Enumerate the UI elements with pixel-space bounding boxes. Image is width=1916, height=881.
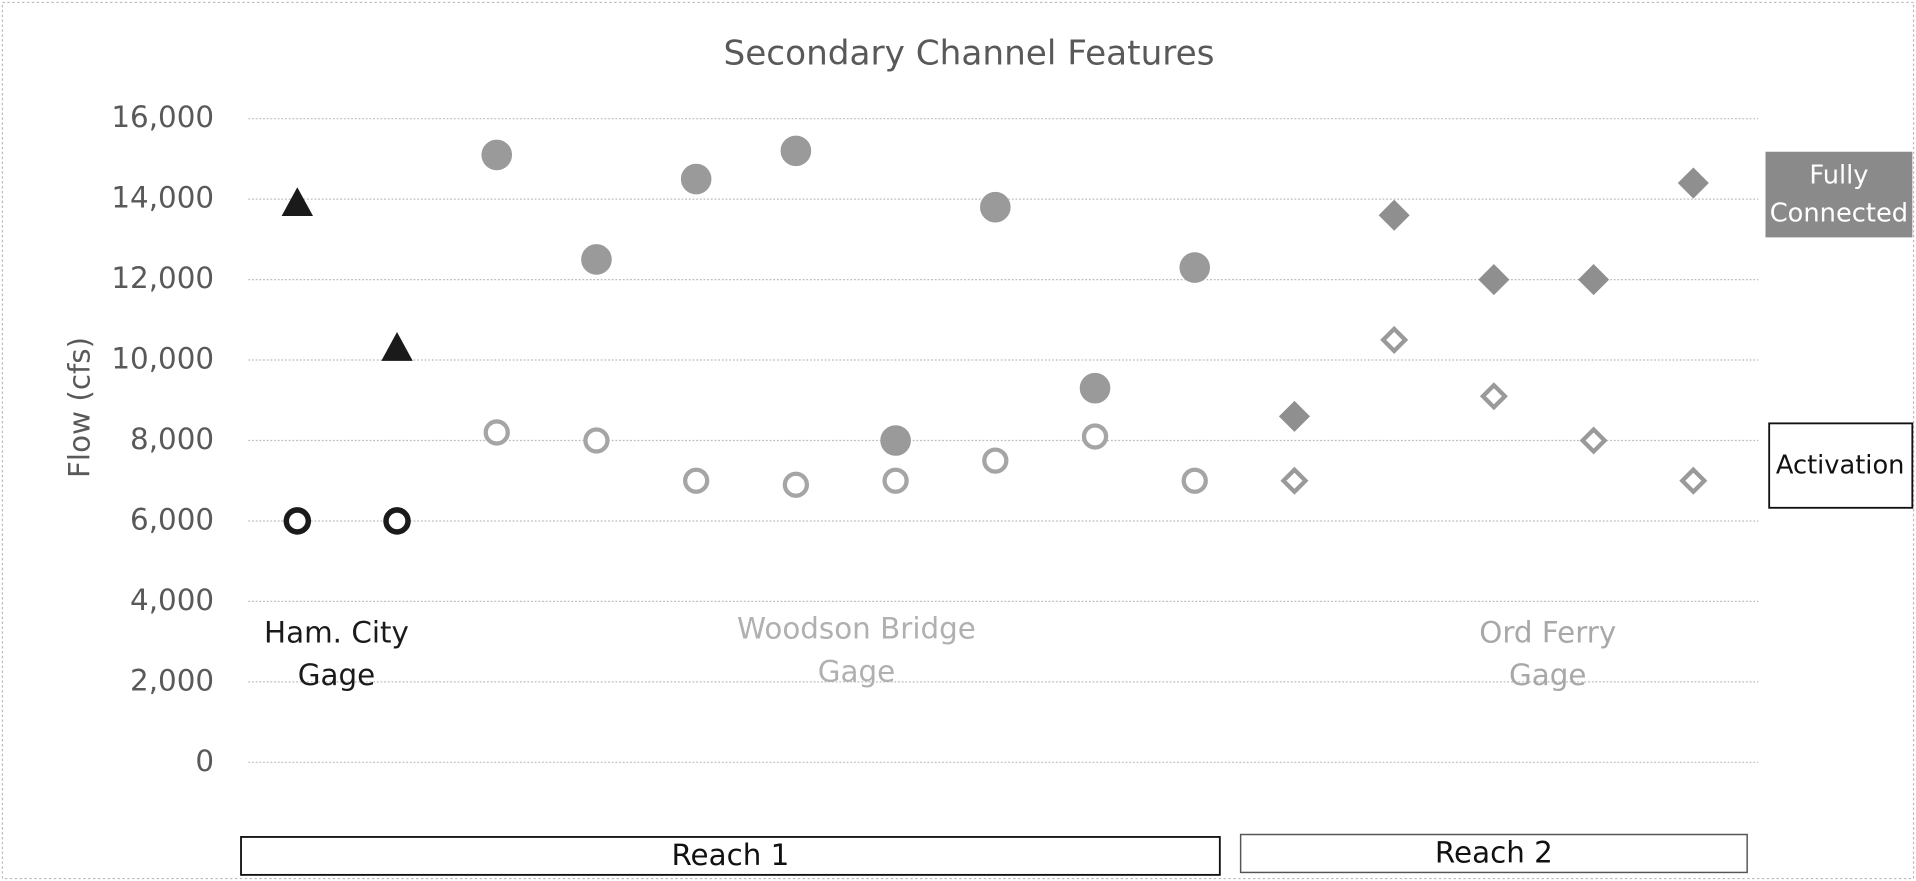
diamond-marker [1679, 466, 1708, 495]
y-tick-label: 6,000 [130, 502, 214, 536]
y-tick-label: 2,000 [130, 663, 214, 697]
diamond-marker [1579, 426, 1608, 455]
circle-marker [1079, 372, 1111, 404]
y-tick-label: 16,000 [111, 100, 214, 134]
reach-label: Reach 1 [671, 838, 789, 872]
circle-marker [882, 467, 909, 494]
fully-connected-box [1765, 151, 1913, 238]
activation-label: Activation [1776, 451, 1905, 481]
triangle-marker [281, 187, 314, 217]
diamond-marker [1578, 264, 1610, 296]
diamond-marker [1677, 167, 1709, 199]
activation-box [1768, 422, 1914, 509]
y-tick-label: 10,000 [111, 342, 214, 376]
circle-marker [1081, 423, 1109, 450]
diamond-marker [1378, 199, 1410, 231]
fully-connected-label: Fully [1809, 161, 1868, 191]
chart-title: Secondary Channel Features [723, 34, 1214, 74]
circle-marker [683, 467, 710, 494]
reach-label: Reach 2 [1435, 836, 1553, 870]
diamond-marker [1278, 400, 1311, 432]
diamond-marker [1380, 325, 1409, 354]
circle-marker [283, 507, 312, 535]
gage-label: Gage [818, 654, 895, 688]
circle-marker [483, 419, 510, 446]
gage-label: Woodson Bridge [737, 612, 976, 646]
y-tick-label: 0 [195, 744, 214, 778]
circle-marker [583, 427, 610, 454]
gage-label: Gage [1509, 658, 1586, 692]
fully-connected-label: Connected [1770, 199, 1908, 229]
gage-label: Ord Ferry [1479, 615, 1616, 649]
y-tick-label: 8,000 [130, 422, 214, 456]
circle-marker [1181, 467, 1208, 494]
diamond-marker [1478, 264, 1510, 296]
gage-label: Gage [298, 658, 375, 692]
reach-box [1239, 833, 1748, 874]
circle-marker [1179, 252, 1211, 283]
diamond-marker [1479, 382, 1508, 411]
y-tick-label: 12,000 [111, 261, 214, 295]
diamond-marker [1280, 466, 1309, 495]
circle-marker [481, 139, 513, 171]
circle-marker [982, 447, 1009, 474]
triangle-marker [381, 332, 413, 361]
y-tick-label: 14,000 [111, 181, 214, 215]
y-axis-label: Flow (cfs) [62, 337, 96, 478]
y-tick-label: 4,000 [130, 583, 214, 617]
circle-marker [980, 191, 1011, 223]
circle-marker [680, 163, 712, 195]
reach-box [240, 836, 1221, 876]
circle-marker [581, 244, 612, 275]
circle-marker [782, 471, 810, 498]
circle-marker [780, 135, 812, 167]
gage-label: Ham. City [264, 615, 409, 649]
circle-marker [880, 425, 911, 456]
circle-marker [383, 507, 411, 535]
